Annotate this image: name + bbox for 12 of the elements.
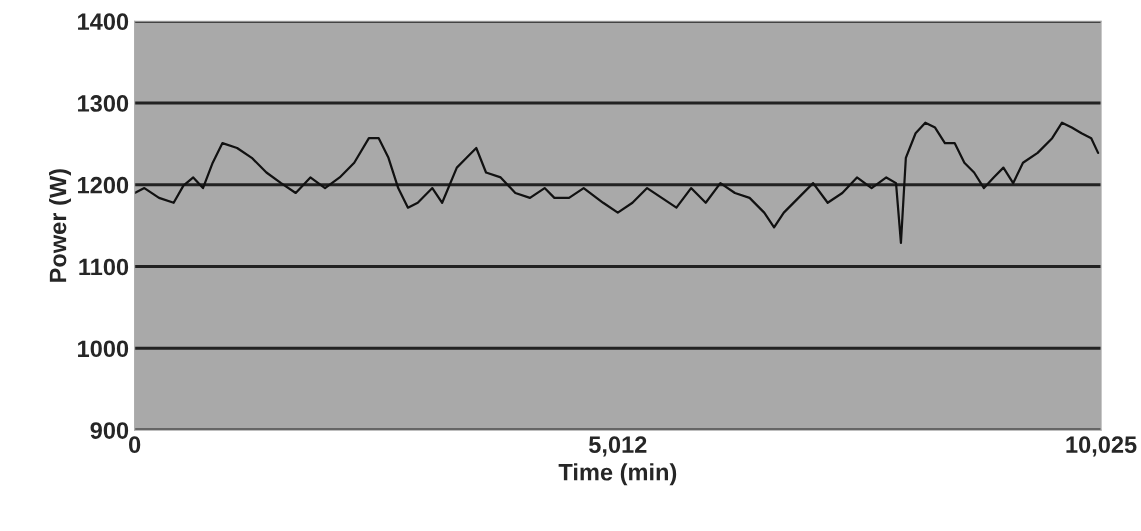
y-tick-label: 900 [90,422,129,439]
y-tick-label: 1000 [78,340,129,358]
y-tick-label: 1100 [79,258,129,276]
x-tick-label: 10,025 [1066,436,1137,457]
y-tick-label: 1300 [78,95,129,112]
x-tick-label: 0 [129,436,141,454]
line-series [134,121,1100,244]
y-tick-label: 1200 [78,176,129,194]
y-axis-title: Power (W) [49,169,72,282]
x-tick-label: 5,012 [588,436,647,457]
y-tick-label: 1400 [78,13,129,31]
x-axis-title: Time (min) [558,463,677,486]
